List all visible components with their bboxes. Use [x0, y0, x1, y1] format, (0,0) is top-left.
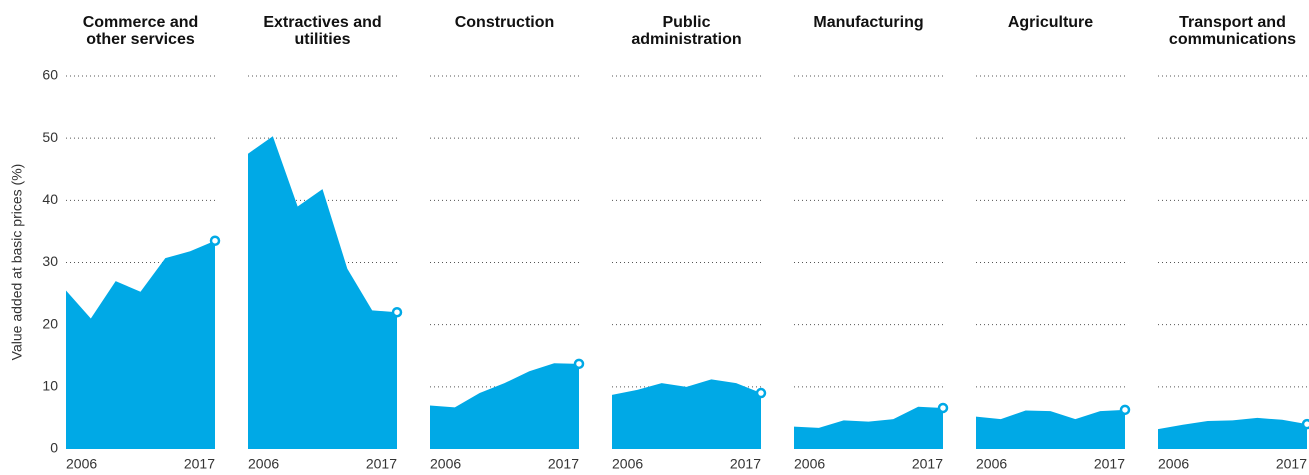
end-marker [1119, 404, 1131, 416]
y-tick-label: 40 [42, 191, 58, 207]
y-tick-label: 50 [42, 129, 58, 145]
end-marker [391, 306, 403, 318]
area [976, 409, 1125, 449]
y-tick-label: 20 [42, 315, 58, 331]
panel-title: Public administration [631, 14, 742, 48]
y-axis-label: Value added at basic prices (%) [9, 164, 25, 361]
end-marker [573, 358, 585, 370]
y-tick-label: 10 [42, 378, 58, 394]
y-tick-label: 0 [50, 440, 58, 456]
x-tick-label: 2006 [794, 456, 825, 472]
x-tick-label: 2017 [548, 456, 579, 472]
panel-title: Manufacturing [813, 14, 924, 31]
x-tick-label: 2006 [430, 456, 461, 472]
end-marker [1301, 418, 1309, 430]
x-tick-label: 2017 [912, 456, 943, 472]
panel-title: Construction [454, 14, 555, 31]
panel-title: Extractives and utilities [263, 14, 382, 48]
x-tick-label: 2006 [248, 456, 279, 472]
x-tick-label: 2017 [730, 456, 761, 472]
x-tick-label: 2006 [1158, 456, 1189, 472]
x-tick-label: 2017 [1094, 456, 1125, 472]
area [794, 406, 943, 449]
x-tick-label: 2006 [976, 456, 1007, 472]
end-marker [755, 387, 767, 399]
end-marker [209, 235, 221, 246]
panel-title: Commerce and other services [82, 14, 199, 48]
end-marker [937, 402, 949, 414]
x-tick-label: 2017 [1276, 456, 1307, 472]
y-tick-label: 30 [42, 253, 58, 269]
x-tick-label: 2017 [366, 456, 397, 472]
area [430, 363, 579, 449]
panel-title: Agriculture [1007, 14, 1094, 31]
x-tick-label: 2006 [612, 456, 643, 472]
area [612, 379, 761, 449]
x-tick-label: 2017 [184, 456, 215, 472]
panel-title: Transport and communications [1168, 14, 1297, 48]
area [66, 240, 215, 449]
area [1158, 417, 1307, 449]
area [248, 136, 397, 449]
y-tick-label: 60 [42, 67, 58, 83]
x-tick-label: 2006 [66, 456, 97, 472]
